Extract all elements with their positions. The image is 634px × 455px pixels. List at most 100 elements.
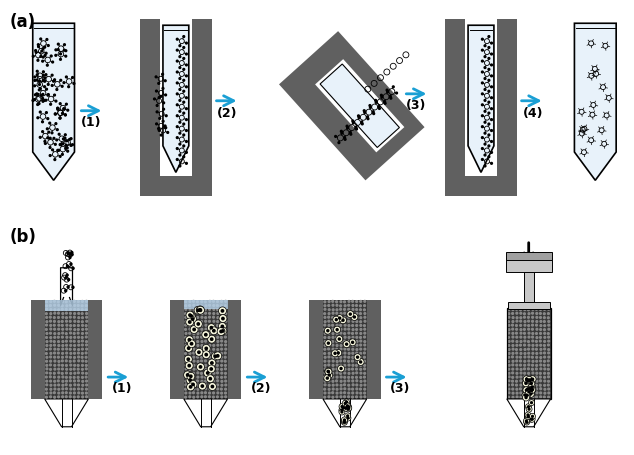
Circle shape <box>162 73 164 75</box>
Circle shape <box>348 356 349 358</box>
Circle shape <box>328 340 330 342</box>
Circle shape <box>324 337 326 339</box>
Circle shape <box>205 376 207 378</box>
Circle shape <box>512 392 514 394</box>
Circle shape <box>328 309 330 311</box>
Circle shape <box>342 405 349 411</box>
Circle shape <box>74 324 75 326</box>
Circle shape <box>352 320 354 322</box>
Circle shape <box>328 324 330 326</box>
Circle shape <box>69 253 71 255</box>
Circle shape <box>508 316 510 318</box>
Circle shape <box>481 71 483 73</box>
Circle shape <box>526 378 527 380</box>
Circle shape <box>189 305 190 306</box>
Circle shape <box>37 46 39 47</box>
Circle shape <box>325 340 332 347</box>
Circle shape <box>205 354 207 356</box>
Circle shape <box>184 396 186 398</box>
Circle shape <box>336 329 338 330</box>
Circle shape <box>346 405 348 407</box>
Circle shape <box>160 96 162 97</box>
Circle shape <box>209 337 210 339</box>
Circle shape <box>74 300 75 302</box>
Circle shape <box>355 126 357 128</box>
Circle shape <box>356 368 358 370</box>
Circle shape <box>363 325 365 327</box>
Circle shape <box>205 396 206 398</box>
Circle shape <box>52 61 53 63</box>
Circle shape <box>77 336 79 338</box>
Circle shape <box>512 356 514 358</box>
Circle shape <box>524 316 526 318</box>
Circle shape <box>332 348 334 350</box>
Circle shape <box>516 368 518 370</box>
Circle shape <box>344 405 349 411</box>
Circle shape <box>188 364 190 367</box>
Circle shape <box>39 80 41 82</box>
Circle shape <box>193 388 195 390</box>
Circle shape <box>344 336 346 338</box>
Circle shape <box>327 330 329 332</box>
Circle shape <box>185 356 187 358</box>
Bar <box>191 19 212 196</box>
Circle shape <box>344 317 346 318</box>
Circle shape <box>209 328 210 330</box>
Circle shape <box>86 300 87 302</box>
Circle shape <box>544 333 546 334</box>
Circle shape <box>163 108 164 110</box>
Circle shape <box>508 376 510 378</box>
Circle shape <box>530 393 532 395</box>
Circle shape <box>82 329 84 330</box>
Circle shape <box>344 138 346 140</box>
Circle shape <box>333 316 340 323</box>
Circle shape <box>189 313 191 314</box>
Circle shape <box>547 369 549 370</box>
Circle shape <box>205 320 207 322</box>
Circle shape <box>548 392 550 394</box>
Circle shape <box>348 328 349 330</box>
Circle shape <box>86 388 87 390</box>
Bar <box>228 299 242 399</box>
Circle shape <box>74 372 75 374</box>
Circle shape <box>547 364 549 366</box>
Circle shape <box>39 88 41 90</box>
Circle shape <box>210 327 212 329</box>
Circle shape <box>356 356 359 358</box>
Circle shape <box>532 344 534 346</box>
Circle shape <box>68 86 70 88</box>
Circle shape <box>364 392 366 394</box>
Circle shape <box>65 134 66 136</box>
Circle shape <box>217 308 218 310</box>
Circle shape <box>42 80 44 81</box>
Circle shape <box>347 408 349 410</box>
Circle shape <box>176 159 178 160</box>
Circle shape <box>74 340 75 342</box>
Circle shape <box>548 356 550 358</box>
Circle shape <box>197 389 199 390</box>
Circle shape <box>197 363 205 371</box>
Circle shape <box>209 344 210 346</box>
Circle shape <box>364 364 365 366</box>
Circle shape <box>58 352 59 354</box>
Bar <box>497 19 517 196</box>
Circle shape <box>70 373 72 374</box>
Circle shape <box>491 130 493 131</box>
Circle shape <box>201 329 203 330</box>
Circle shape <box>481 126 483 127</box>
Circle shape <box>53 300 55 302</box>
Circle shape <box>396 92 398 94</box>
Circle shape <box>217 301 218 303</box>
Circle shape <box>213 304 215 306</box>
Circle shape <box>531 369 533 370</box>
Circle shape <box>42 74 44 76</box>
Circle shape <box>520 317 522 318</box>
Circle shape <box>176 104 178 106</box>
Circle shape <box>82 333 83 334</box>
Circle shape <box>63 108 65 110</box>
Circle shape <box>217 336 219 338</box>
Circle shape <box>65 376 67 378</box>
Polygon shape <box>184 399 228 427</box>
Circle shape <box>491 152 493 153</box>
Circle shape <box>526 378 533 384</box>
